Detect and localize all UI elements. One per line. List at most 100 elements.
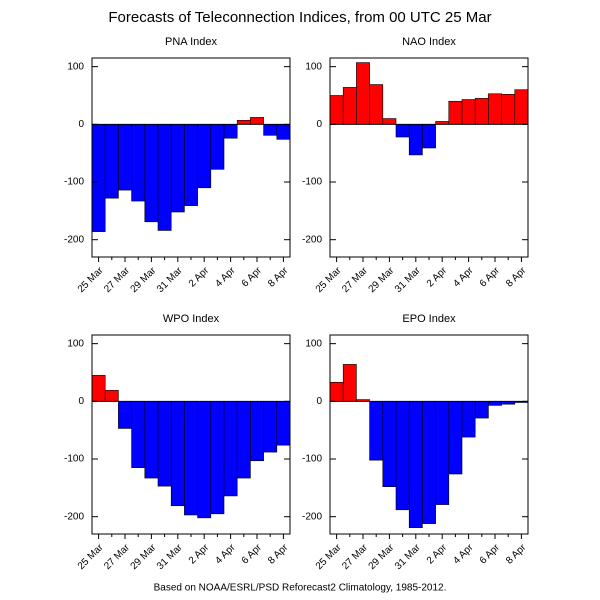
bar bbox=[236, 401, 251, 479]
bar bbox=[435, 401, 450, 505]
x-tick-label: 31 Mar bbox=[155, 265, 185, 295]
y-tick-label: 100 bbox=[67, 61, 84, 72]
bar bbox=[197, 401, 212, 519]
y-tick-label: 100 bbox=[305, 61, 322, 72]
bar bbox=[91, 124, 106, 232]
bar bbox=[501, 94, 516, 125]
x-tick-label: 29 Mar bbox=[367, 542, 397, 572]
bar bbox=[170, 124, 185, 213]
plot-frame bbox=[91, 334, 291, 535]
x-tick-label: 8 Apr bbox=[266, 542, 291, 567]
bar bbox=[501, 401, 516, 405]
bar bbox=[118, 401, 132, 429]
bar bbox=[276, 401, 291, 446]
y-tick-label: -200 bbox=[64, 234, 84, 245]
x-tick-label: 8 Apr bbox=[504, 265, 529, 290]
bar bbox=[104, 390, 119, 402]
x-tick-label: 6 Apr bbox=[478, 542, 503, 567]
bar bbox=[422, 401, 436, 524]
y-tick-label: 0 bbox=[316, 396, 322, 407]
panel-title: NAO Index bbox=[402, 36, 456, 48]
bar bbox=[236, 119, 251, 125]
x-tick-label: 2 Apr bbox=[425, 542, 450, 567]
bar bbox=[488, 93, 502, 125]
x-tick-label: 8 Apr bbox=[504, 542, 529, 567]
x-tick-label: 25 Mar bbox=[76, 265, 106, 295]
plot-frame bbox=[329, 334, 529, 535]
bar bbox=[104, 124, 119, 199]
bar bbox=[342, 364, 357, 402]
bar bbox=[223, 401, 238, 497]
bar bbox=[422, 124, 436, 149]
x-tick-label: 29 Mar bbox=[129, 265, 159, 295]
x-tick-label: 2 Apr bbox=[425, 265, 450, 290]
bar bbox=[184, 401, 198, 516]
y-tick-label: -200 bbox=[64, 511, 84, 522]
x-tick-label: 27 Mar bbox=[102, 265, 132, 295]
y-tick-label: -100 bbox=[64, 454, 84, 465]
y-tick-label: -200 bbox=[302, 234, 322, 245]
x-tick-label: 4 Apr bbox=[213, 542, 238, 567]
bar bbox=[157, 124, 172, 231]
bar bbox=[276, 124, 291, 140]
bar bbox=[157, 401, 172, 487]
x-tick-label: 2 Apr bbox=[187, 542, 212, 567]
panel-title: PNA Index bbox=[165, 36, 217, 48]
bar bbox=[131, 401, 146, 468]
bar bbox=[382, 118, 397, 125]
plot-frame bbox=[329, 57, 529, 258]
x-tick-label: 31 Mar bbox=[393, 265, 423, 295]
x-tick-label: 6 Apr bbox=[478, 265, 503, 290]
bar bbox=[395, 124, 410, 138]
chart-title: Forecasts of Teleconnection Indices, fro… bbox=[108, 9, 491, 26]
bar bbox=[223, 124, 238, 139]
y-tick-label: 0 bbox=[78, 119, 84, 130]
bar bbox=[91, 375, 106, 402]
bar bbox=[197, 124, 212, 189]
panel-title: WPO Index bbox=[163, 313, 220, 325]
x-tick-label: 27 Mar bbox=[340, 542, 370, 572]
plot-frame bbox=[91, 57, 291, 258]
bar bbox=[474, 98, 489, 125]
bar bbox=[435, 121, 450, 125]
x-tick-label: 6 Apr bbox=[240, 265, 265, 290]
x-tick-label: 29 Mar bbox=[367, 265, 397, 295]
bar bbox=[210, 124, 225, 170]
y-tick-label: 0 bbox=[78, 396, 84, 407]
bar bbox=[382, 401, 397, 488]
bar bbox=[474, 401, 489, 419]
x-tick-label: 25 Mar bbox=[314, 265, 344, 295]
y-tick-label: 100 bbox=[305, 338, 322, 349]
bar bbox=[118, 124, 132, 191]
bar bbox=[144, 124, 159, 223]
bar bbox=[250, 117, 264, 125]
x-tick-label: 25 Mar bbox=[76, 542, 106, 572]
bar bbox=[448, 401, 463, 475]
bar bbox=[461, 401, 476, 438]
footnote: Based on NOAA/ESRL/PSD Reforecast2 Clima… bbox=[154, 583, 447, 594]
y-tick-label: -100 bbox=[302, 454, 322, 465]
bar bbox=[342, 87, 357, 125]
bar bbox=[263, 124, 278, 136]
bar bbox=[250, 401, 264, 462]
bar bbox=[131, 124, 146, 202]
bar bbox=[263, 401, 278, 453]
x-tick-label: 4 Apr bbox=[451, 265, 476, 290]
y-tick-label: -100 bbox=[302, 177, 322, 188]
x-tick-label: 2 Apr bbox=[187, 265, 212, 290]
x-tick-label: 8 Apr bbox=[266, 265, 291, 290]
y-tick-label: 0 bbox=[316, 119, 322, 130]
y-tick-label: -100 bbox=[64, 177, 84, 188]
bar bbox=[184, 124, 198, 206]
panel-title: EPO Index bbox=[402, 313, 456, 325]
x-tick-label: 25 Mar bbox=[314, 542, 344, 572]
x-tick-label: 6 Apr bbox=[240, 542, 265, 567]
x-tick-label: 29 Mar bbox=[129, 542, 159, 572]
x-tick-label: 27 Mar bbox=[102, 542, 132, 572]
x-tick-label: 31 Mar bbox=[155, 542, 185, 572]
bar bbox=[329, 95, 344, 125]
bar bbox=[369, 401, 384, 461]
x-tick-label: 4 Apr bbox=[451, 542, 476, 567]
bar bbox=[356, 62, 370, 125]
